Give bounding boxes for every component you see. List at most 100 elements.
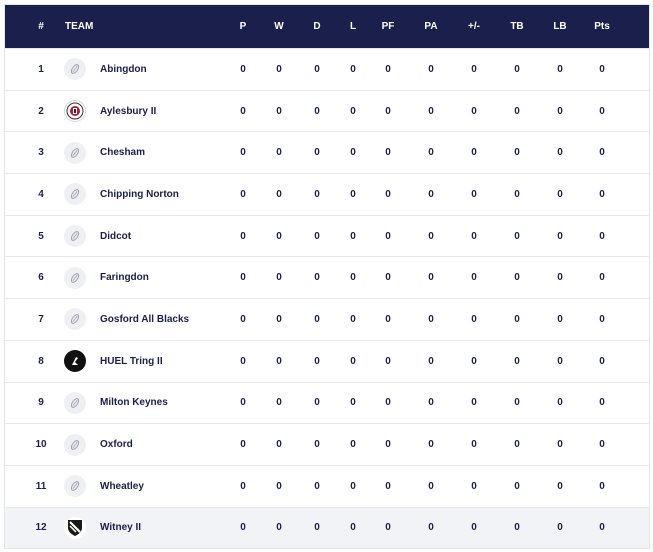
table-row[interactable]: 4 Chipping Norton 0 0 0 0 0 0 0 0 0 0 — [5, 173, 649, 215]
header-won: W — [274, 21, 284, 32]
table-row[interactable]: 9 Milton Keynes 0 0 0 0 0 0 0 0 0 0 — [5, 381, 649, 424]
lost-cell: 0 — [350, 355, 356, 367]
try-bonus-cell: 0 — [514, 397, 520, 409]
team-name-link[interactable]: Oxford — [100, 439, 133, 451]
team-name-link[interactable]: Chipping Norton — [100, 188, 179, 200]
position-cell: 7 — [38, 313, 44, 325]
won-cell: 0 — [276, 439, 282, 451]
table-row[interactable]: 1 Abingdon 0 0 0 0 0 0 0 0 0 0 — [5, 48, 649, 90]
drawn-cell: 0 — [314, 313, 320, 325]
table-row[interactable]: 3 Chesham 0 0 0 0 0 0 0 0 0 0 — [5, 131, 649, 173]
rugby-ball-icon — [64, 475, 86, 498]
played-cell: 0 — [240, 313, 246, 325]
aylesbury-crest-icon — [64, 100, 86, 123]
team-name-link[interactable]: Wheatley — [100, 480, 144, 492]
drawn-cell: 0 — [314, 147, 320, 159]
losing-bonus-cell: 0 — [557, 105, 563, 117]
header-points-for: PF — [381, 21, 395, 32]
header-drawn: D — [313, 21, 321, 32]
points-difference-cell: 0 — [471, 188, 477, 200]
header-played: P — [239, 21, 247, 32]
played-cell: 0 — [240, 355, 246, 367]
points-cell: 0 — [599, 230, 605, 242]
points-for-cell: 0 — [385, 63, 391, 75]
rugby-ball-icon — [64, 391, 86, 414]
played-cell: 0 — [240, 397, 246, 409]
position-cell: 3 — [38, 147, 44, 159]
try-bonus-cell: 0 — [514, 230, 520, 242]
team-name-link[interactable]: Gosford All Blacks — [100, 313, 190, 325]
points-for-cell: 0 — [385, 522, 391, 534]
table-row[interactable]: 10 Oxford 0 0 0 0 0 0 0 0 0 0 — [5, 423, 649, 465]
position-cell: 12 — [35, 522, 47, 534]
team-name-link[interactable]: Chesham — [100, 147, 146, 159]
losing-bonus-cell: 0 — [557, 397, 563, 409]
team-name-link[interactable]: HUEL Tring II — [100, 355, 163, 367]
losing-bonus-cell: 0 — [557, 439, 563, 451]
table-header: # TEAM P W D L PF PA +/- TB LB Pts — [5, 5, 649, 48]
drawn-cell: 0 — [314, 188, 320, 200]
won-cell: 0 — [276, 272, 282, 284]
points-against-cell: 0 — [428, 480, 434, 492]
try-bonus-cell: 0 — [514, 355, 520, 367]
points-cell: 0 — [599, 63, 605, 75]
points-against-cell: 0 — [428, 439, 434, 451]
points-difference-cell: 0 — [471, 105, 477, 117]
team-logo — [62, 508, 88, 549]
drawn-cell: 0 — [314, 355, 320, 367]
table-row[interactable]: 5 Didcot 0 0 0 0 0 0 0 0 0 0 — [5, 214, 649, 257]
points-against-cell: 0 — [428, 147, 434, 159]
points-for-cell: 0 — [385, 105, 391, 117]
table-row[interactable]: 6 Faringdon 0 0 0 0 0 0 0 0 0 0 — [5, 256, 649, 298]
team-logo — [62, 49, 88, 90]
points-for-cell: 0 — [385, 480, 391, 492]
won-cell: 0 — [276, 230, 282, 242]
try-bonus-cell: 0 — [514, 480, 520, 492]
played-cell: 0 — [240, 522, 246, 534]
try-bonus-cell: 0 — [514, 522, 520, 534]
table-row[interactable]: 8 HUEL Tring II 0 0 0 0 0 0 0 0 0 0 — [5, 339, 649, 382]
points-against-cell: 0 — [428, 355, 434, 367]
won-cell: 0 — [276, 147, 282, 159]
team-name-link[interactable]: Didcot — [100, 230, 132, 242]
tring-crest-icon — [64, 350, 86, 373]
position-cell: 5 — [38, 230, 44, 242]
team-name-link[interactable]: Milton Keynes — [100, 397, 168, 409]
position-cell: 1 — [38, 63, 44, 75]
header-losing-bonus: LB — [553, 21, 567, 32]
drawn-cell: 0 — [314, 480, 320, 492]
drawn-cell: 0 — [314, 272, 320, 284]
team-logo — [62, 466, 88, 507]
points-cell: 0 — [599, 397, 605, 409]
points-cell: 0 — [599, 313, 605, 325]
points-against-cell: 0 — [428, 105, 434, 117]
won-cell: 0 — [276, 188, 282, 200]
table-row[interactable]: 2 Aylesbury II 0 0 0 0 0 0 0 0 0 0 — [5, 89, 649, 132]
team-name-link[interactable]: Abingdon — [100, 63, 147, 75]
table-row[interactable]: 11 Wheatley 0 0 0 0 0 0 0 0 0 0 — [5, 464, 649, 507]
table-row[interactable]: 12 Witney II 0 0 0 0 0 0 0 0 0 0 — [5, 506, 649, 549]
drawn-cell: 0 — [314, 230, 320, 242]
lost-cell: 0 — [350, 522, 356, 534]
team-name-link[interactable]: Faringdon — [100, 272, 149, 284]
lost-cell: 0 — [350, 313, 356, 325]
points-for-cell: 0 — [385, 272, 391, 284]
table-row[interactable]: 7 Gosford All Blacks 0 0 0 0 0 0 0 0 0 0 — [5, 298, 649, 340]
losing-bonus-cell: 0 — [557, 355, 563, 367]
rugby-ball-icon — [64, 225, 86, 248]
won-cell: 0 — [276, 63, 282, 75]
position-cell: 2 — [38, 105, 44, 117]
header-try-bonus: TB — [510, 21, 524, 32]
drawn-cell: 0 — [314, 105, 320, 117]
position-cell: 11 — [35, 480, 47, 492]
team-logo — [62, 132, 88, 173]
points-against-cell: 0 — [428, 230, 434, 242]
drawn-cell: 0 — [314, 63, 320, 75]
position-cell: 4 — [38, 188, 44, 200]
points-for-cell: 0 — [385, 313, 391, 325]
losing-bonus-cell: 0 — [557, 147, 563, 159]
try-bonus-cell: 0 — [514, 63, 520, 75]
team-name-link[interactable]: Witney II — [100, 522, 142, 534]
team-name-link[interactable]: Aylesbury II — [100, 105, 157, 117]
played-cell: 0 — [240, 272, 246, 284]
